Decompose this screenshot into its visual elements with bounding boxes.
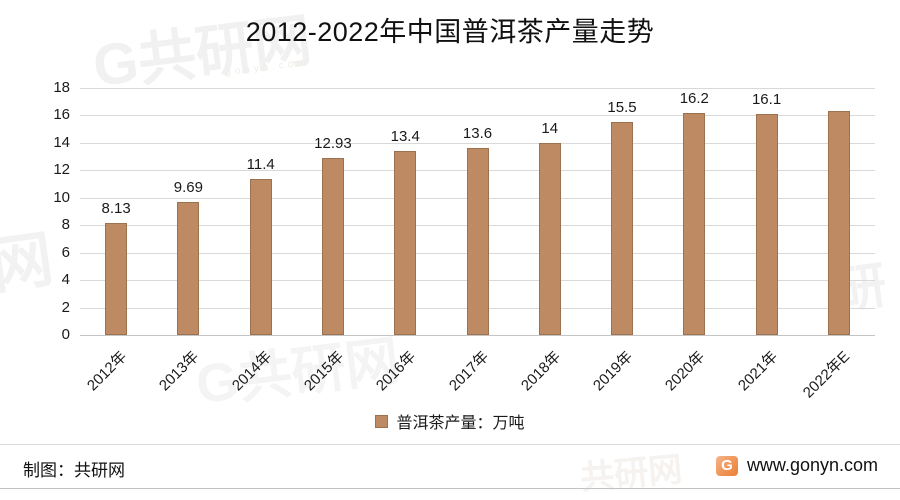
gridline-y16 xyxy=(80,115,875,117)
x-axis-label: 2015年 xyxy=(300,348,348,395)
legend-swatch-icon xyxy=(375,414,389,428)
gridline-y18 xyxy=(80,88,875,89)
y-axis-label-16: 16 xyxy=(53,106,70,124)
bar-value-label: 16.2 xyxy=(679,89,709,107)
x-axis-label: 2021年 xyxy=(734,348,781,395)
x-axis-label: 2017年 xyxy=(445,348,492,395)
y-axis-label-12: 12 xyxy=(53,161,70,179)
gridline-y14 xyxy=(80,142,875,144)
bar-value-label: 15.5 xyxy=(607,99,637,117)
gonyn-logo-icon: G xyxy=(715,455,738,476)
bar-2015年 xyxy=(321,157,344,335)
bar-value-label: 14 xyxy=(541,119,559,137)
bar-value-label: 11.4 xyxy=(246,155,275,173)
site-url: www.gonyn.com xyxy=(746,455,878,475)
bar-value-label: 13.6 xyxy=(462,125,493,143)
bar-2012年 xyxy=(105,223,128,335)
x-axis-label: 2016年 xyxy=(373,348,420,395)
x-axis-label: 2020年 xyxy=(662,348,709,395)
bar-2020年 xyxy=(683,112,706,335)
footer-divider-bottom xyxy=(0,488,900,489)
bar-value-label: 12.93 xyxy=(314,134,352,152)
footer-divider-top xyxy=(0,444,900,445)
site-attribution: G www.gonyn.com xyxy=(715,455,878,476)
x-axis-label: 2014年 xyxy=(228,348,275,395)
y-axis-label-4: 4 xyxy=(61,271,70,289)
bar-value-label: 9.69 xyxy=(173,179,203,197)
bar-value-label: 13.4 xyxy=(390,128,420,146)
x-axis-label: 2018年 xyxy=(517,348,564,395)
bar-2013年 xyxy=(177,202,200,335)
x-axis-label: 2013年 xyxy=(156,348,203,395)
legend-label: 普洱茶产量：万吨 xyxy=(396,415,525,432)
bar-2014年 xyxy=(249,178,272,335)
y-axis-label-14: 14 xyxy=(53,133,70,151)
bar-2018年 xyxy=(538,142,561,335)
y-axis-label-8: 8 xyxy=(61,216,70,234)
bar-2016年 xyxy=(394,151,417,335)
y-axis-label-18: 18 xyxy=(53,79,70,96)
y-axis-label-2: 2 xyxy=(61,298,70,316)
bar-2017年 xyxy=(466,148,489,335)
bar-value-label: 16.1 xyxy=(751,91,782,109)
x-axis-label: 2012年 xyxy=(84,348,131,395)
bar-2019年 xyxy=(611,122,634,335)
y-axis-label-10: 10 xyxy=(53,188,70,206)
legend: 普洱茶产量：万吨 xyxy=(0,409,900,433)
x-axis-label: 2019年 xyxy=(589,348,637,395)
bar-2022年E xyxy=(827,111,850,335)
chart-title: 2012-2022年中国普洱茶产量走势 xyxy=(245,17,655,47)
bar-value-label: 8.13 xyxy=(101,200,131,218)
y-axis-label-6: 6 xyxy=(61,243,70,261)
y-axis-label-0: 0 xyxy=(61,326,70,343)
gridline-y0 xyxy=(80,335,875,336)
bar-2021年 xyxy=(755,114,778,335)
credit-text: 制图：共研网 xyxy=(23,461,125,480)
x-axis-label: 2022年E xyxy=(799,348,854,402)
